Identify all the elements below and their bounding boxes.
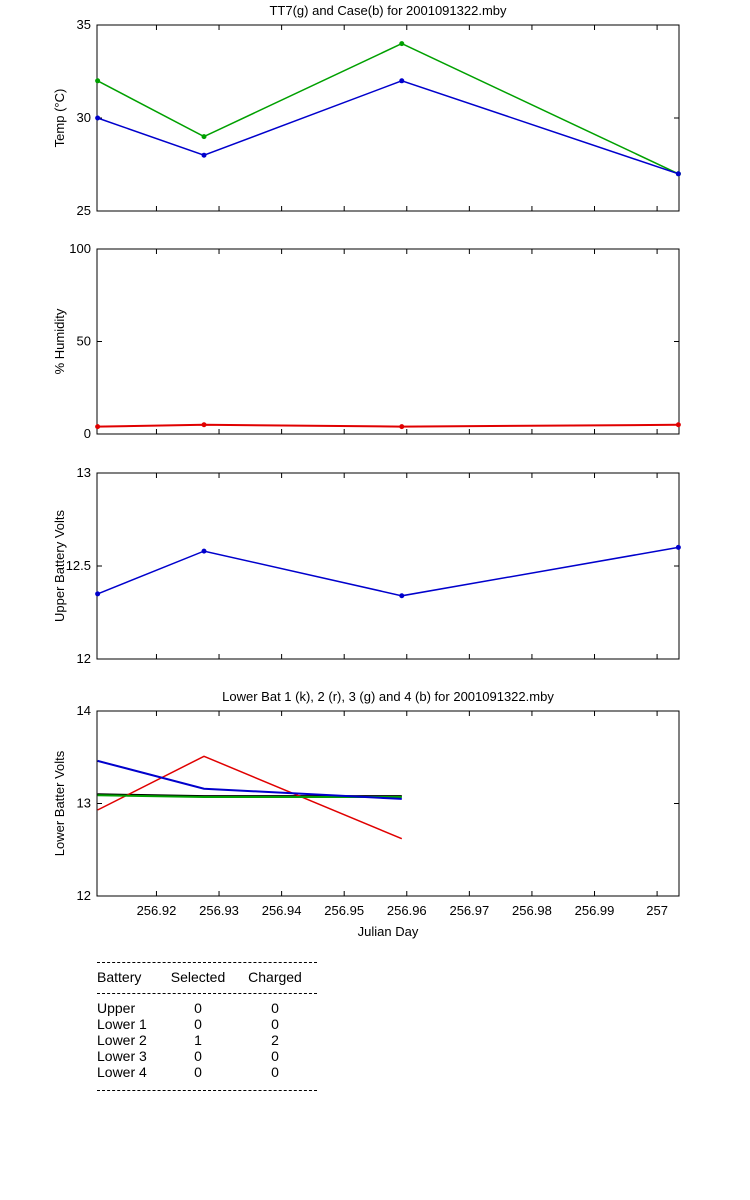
y-tick-label: 100 <box>69 241 91 256</box>
y-tick-label: 12 <box>77 651 91 666</box>
series-line <box>97 423 679 428</box>
y-tick-label: 50 <box>77 334 91 349</box>
header-selected: Selected <box>170 969 226 985</box>
series-line <box>97 80 679 175</box>
table-row: Lower 1 0 0 <box>97 1016 317 1032</box>
figure: 25 30 35 TT7(g) and Case(b) for 2001091322.… <box>52 3 681 939</box>
y-axis-label: Upper Battery Volts <box>52 510 67 622</box>
y-axis-label: Temp (°C) <box>52 89 67 148</box>
x-tick-label: 256.97 <box>449 903 489 918</box>
data-point <box>675 422 681 428</box>
selected-value: 0 <box>194 1048 202 1064</box>
x-tick-label: 256.96 <box>387 903 427 918</box>
charged-value: 0 <box>271 1048 279 1064</box>
data-point <box>399 78 405 84</box>
data-point <box>95 591 101 597</box>
charged-value: 2 <box>271 1032 279 1048</box>
table-body: Upper 0 0 Lower 1 0 0 Lower 2 1 2 Lower … <box>97 1000 317 1080</box>
data-point <box>399 424 405 430</box>
y-tick-label: 13 <box>77 465 91 480</box>
x-tick-label: 256.92 <box>137 903 177 918</box>
header-battery: Battery <box>97 969 142 985</box>
y-axis-label: Lower Batter Volts <box>52 750 67 856</box>
y-tick-label: 12 <box>77 888 91 903</box>
table-row: Upper 0 0 <box>97 1000 317 1016</box>
table-row: Lower 3 0 0 <box>97 1048 317 1064</box>
selected-value: 1 <box>194 1032 202 1048</box>
table-divider-bottom <box>97 1090 317 1091</box>
table-row: Lower 4 0 0 <box>97 1064 317 1080</box>
data-point <box>201 152 207 158</box>
y-tick-label: 0 <box>84 426 91 441</box>
y-tick-label: 25 <box>77 203 91 218</box>
data-point <box>675 171 681 177</box>
table-row: Lower 2 1 2 <box>97 1032 317 1048</box>
battery-name: Lower 2 <box>97 1032 147 1048</box>
x-tick-label: 257 <box>646 903 668 918</box>
battery-table: Battery Selected Charged Upper 0 0 Lower… <box>97 962 317 1091</box>
data-point <box>201 548 207 554</box>
table-divider-mid <box>97 993 317 994</box>
selected-value: 0 <box>194 1000 202 1016</box>
chart-title: Lower Bat 1 (k), 2 (r), 3 (g) and 4 (b) … <box>222 689 554 704</box>
data-point <box>95 78 101 84</box>
y-tick-label: 35 <box>77 17 91 32</box>
chart-title: TT7(g) and Case(b) for 2001091322.mby <box>269 3 507 18</box>
table-header-row: Battery Selected Charged <box>97 969 317 985</box>
battery-name: Upper <box>97 1000 136 1016</box>
x-tick-label: 256.94 <box>262 903 302 918</box>
battery-name: Lower 1 <box>97 1016 147 1032</box>
y-tick-label: 12.5 <box>66 558 91 573</box>
charged-value: 0 <box>271 1064 279 1080</box>
plot-frame <box>96 710 680 897</box>
selected-value: 0 <box>194 1016 202 1032</box>
data-point <box>201 422 207 428</box>
charged-value: 0 <box>271 1016 279 1032</box>
plot-frame <box>96 248 680 435</box>
y-axis-label: % Humidity <box>52 308 67 374</box>
series-line <box>97 794 402 798</box>
plot-frame <box>96 24 680 212</box>
series-line <box>97 42 679 175</box>
x-tick-label: 256.93 <box>199 903 239 918</box>
series-line <box>97 759 402 800</box>
plot-frame <box>96 472 680 660</box>
table-divider-top <box>97 962 317 963</box>
charged-value: 0 <box>271 1000 279 1016</box>
battery-name: Lower 4 <box>97 1064 147 1080</box>
data-point <box>399 593 405 599</box>
y-tick-label: 13 <box>77 796 91 811</box>
series-line <box>97 755 403 840</box>
data-point <box>675 544 681 550</box>
x-axis-label: Julian Day <box>358 924 419 939</box>
data-point <box>201 134 207 140</box>
data-point <box>95 424 101 430</box>
x-tick-label: 256.95 <box>324 903 364 918</box>
y-tick-label: 30 <box>77 110 91 125</box>
x-tick-label: 256.98 <box>512 903 552 918</box>
series-line <box>97 546 679 597</box>
x-tick-label: 256.99 <box>575 903 615 918</box>
selected-value: 0 <box>194 1064 202 1080</box>
battery-name: Lower 3 <box>97 1048 147 1064</box>
y-tick-label: 14 <box>77 703 91 718</box>
data-point <box>95 115 101 121</box>
header-charged: Charged <box>248 969 302 985</box>
data-point <box>399 41 405 47</box>
